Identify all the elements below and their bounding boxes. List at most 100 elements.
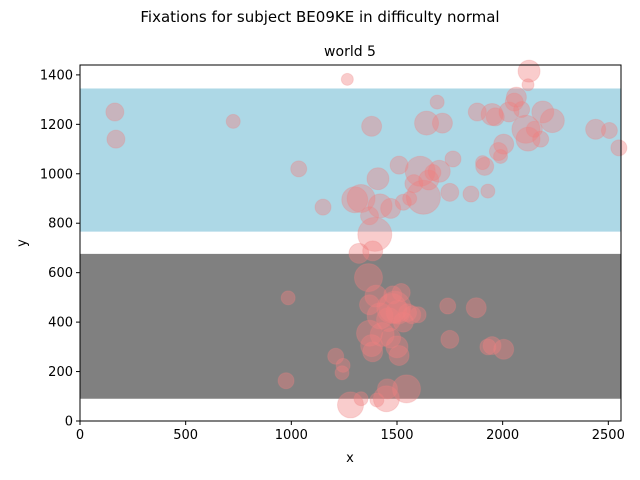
y-tick-label: 400 (48, 316, 73, 331)
y-tick-label: 600 (48, 266, 73, 281)
fixation-point (372, 385, 400, 413)
fixation-point (394, 193, 412, 211)
fixation-point (366, 167, 390, 191)
fixation-point (380, 327, 402, 349)
fixation-point (488, 142, 508, 162)
fixation-point (378, 290, 412, 324)
fixation-point (385, 299, 411, 325)
fixation-point (418, 169, 440, 191)
fixation-point (402, 191, 418, 206)
fixation-point (346, 184, 376, 213)
fixation-point (439, 297, 457, 315)
fixation-point (513, 101, 531, 118)
fixation-point (380, 197, 402, 219)
fixation-point (369, 392, 385, 408)
fixation-point (404, 174, 424, 194)
fixation-points (105, 59, 628, 419)
fixation-point (364, 284, 388, 308)
y-tick-label: 200 (48, 365, 73, 380)
region-band-1 (80, 253, 621, 399)
fixation-point (414, 110, 440, 136)
y-axis-label: y (15, 239, 30, 247)
fixation-point (337, 391, 364, 419)
fixation-point (359, 294, 381, 316)
fixation-point (385, 335, 409, 359)
fixation-point (440, 329, 460, 349)
fixation-point (610, 139, 628, 157)
fixation-point (327, 347, 345, 365)
fixation-point (277, 372, 295, 390)
fixation-point (361, 115, 383, 137)
y-axis-ticks: 0 200 400 600 800 1000 1200 1400 (40, 68, 80, 430)
fixation-point (511, 114, 541, 144)
x-tick-label: 0 (76, 428, 84, 443)
fixation-point (462, 185, 480, 203)
y-tick-label: 1400 (40, 68, 73, 83)
fixation-point (392, 311, 414, 333)
axes-title: world 5 (324, 44, 376, 60)
plot-frame (79, 64, 622, 422)
fixation-point (388, 344, 410, 366)
fixation-point (427, 159, 451, 183)
fixation-point (348, 242, 370, 264)
fixation-point (376, 293, 408, 325)
fixation-point (600, 122, 618, 140)
fixation-point (515, 126, 541, 152)
fixation-point (362, 240, 384, 262)
fixation-point (362, 341, 384, 363)
fixation-point (314, 198, 332, 216)
x-tick-label: 500 (173, 428, 198, 443)
fixation-point (431, 112, 453, 134)
fixation-point (402, 305, 422, 325)
background-regions (80, 88, 621, 399)
fixation-point (493, 133, 515, 155)
fixation-point (357, 216, 393, 252)
fixation-point (341, 186, 369, 214)
fixation-point (404, 155, 436, 187)
x-tick-label: 2500 (592, 428, 625, 443)
fixation-point (340, 72, 354, 86)
fixation-point (467, 102, 487, 122)
x-axis-ticks: 0 500 1000 1500 2000 2500 (76, 421, 625, 443)
fixation-point (493, 148, 509, 164)
fixation-point (493, 338, 515, 360)
y-tick-label: 1000 (40, 167, 73, 182)
fixation-point (429, 94, 445, 110)
fixation-point (479, 338, 497, 356)
fixation-point (539, 108, 565, 134)
fixation-point (376, 307, 402, 333)
figure-suptitle: Fixations for subject BE09KE in difficul… (140, 8, 499, 26)
fixation-point (485, 107, 505, 127)
fixation-point (444, 150, 462, 168)
fixation-point (405, 179, 441, 215)
fixation-point (360, 334, 384, 358)
fixation-point (353, 391, 369, 407)
fixation-point (353, 263, 383, 293)
fixation-point (424, 164, 442, 182)
x-tick-label: 2000 (486, 428, 519, 443)
fixation-point (389, 155, 409, 175)
fixation-point (585, 118, 607, 140)
fixation-point (531, 100, 555, 124)
fixation-point (105, 102, 125, 122)
fixation-point (482, 336, 502, 356)
fixation-point (383, 285, 403, 305)
fixation-point (398, 303, 418, 323)
fixation-point (475, 156, 495, 176)
fixation-point (106, 129, 126, 149)
fixation-point (225, 113, 241, 129)
fixation-point (335, 357, 351, 373)
fixation-point (532, 130, 550, 148)
fixation-point (505, 86, 527, 108)
fixation-point (290, 160, 308, 178)
fixation-point (498, 101, 520, 123)
fixation-point (517, 59, 541, 83)
y-tick-label: 0 (65, 415, 73, 430)
x-tick-label: 1500 (380, 428, 413, 443)
fixation-point (475, 155, 491, 171)
fixation-point (465, 297, 487, 319)
x-tick-label: 1000 (275, 428, 308, 443)
fixation-point (525, 120, 543, 138)
fixation-point (480, 183, 496, 199)
